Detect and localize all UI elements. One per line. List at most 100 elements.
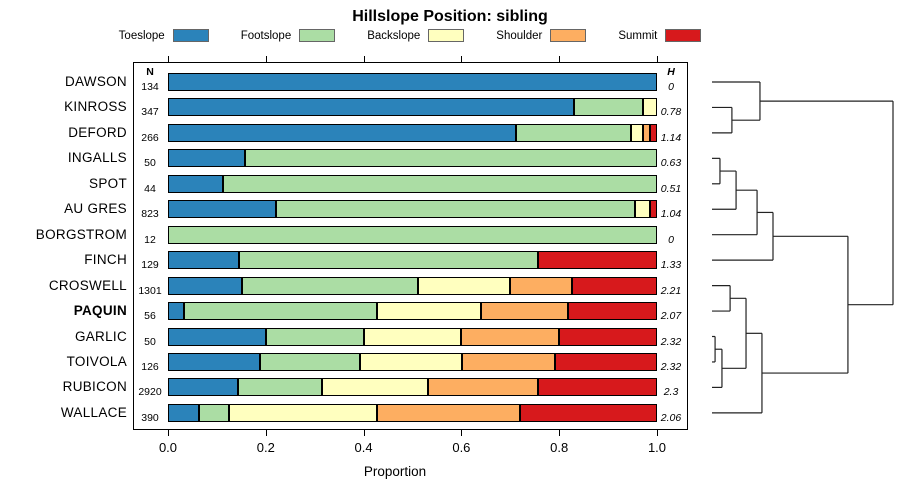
bar-segment-footslope bbox=[184, 302, 377, 321]
row-label: KINROSS bbox=[64, 99, 127, 115]
bar-segment-backslope bbox=[360, 352, 462, 371]
row-n-value: 44 bbox=[144, 182, 156, 195]
bar-segment-summit bbox=[571, 276, 657, 295]
bar-segment-backslope bbox=[376, 302, 481, 321]
bar-segment-toeslope bbox=[168, 352, 260, 371]
axis-tick-label: 0.8 bbox=[550, 440, 569, 455]
bar-segment-toeslope bbox=[168, 276, 242, 295]
bar-segment-summit bbox=[650, 200, 657, 219]
x-axis-label: Proportion bbox=[363, 464, 427, 479]
row-h-value: 2.32 bbox=[660, 335, 682, 348]
row-n-value: 2920 bbox=[138, 386, 162, 399]
row-n-value: 50 bbox=[144, 335, 156, 348]
stacked-bar bbox=[168, 73, 657, 91]
axis-tick bbox=[461, 430, 463, 436]
legend-swatch-toeslope bbox=[172, 29, 209, 42]
row-h-value: 2.06 bbox=[660, 411, 682, 424]
legend-item: Footslope bbox=[241, 29, 336, 42]
bar-segment-toeslope bbox=[168, 251, 239, 270]
row-label: TOIVOLA bbox=[66, 353, 127, 369]
row-h-value: 2.32 bbox=[660, 360, 682, 373]
stacked-bar bbox=[168, 251, 657, 270]
bar-segment-footslope bbox=[198, 403, 230, 422]
bar-segment-footslope bbox=[222, 174, 657, 193]
row-n-value: 126 bbox=[141, 360, 159, 373]
bar-segment-backslope bbox=[229, 403, 377, 422]
stacked-bar bbox=[168, 302, 657, 321]
axis-tick bbox=[363, 430, 365, 436]
row-h-value: 0 bbox=[668, 233, 674, 246]
stacked-bar bbox=[168, 200, 657, 219]
axis-tick-label: 0.6 bbox=[452, 440, 471, 455]
row-label: DAWSON bbox=[64, 74, 127, 89]
bar-segment-toeslope bbox=[168, 123, 517, 142]
row-h-value: 0.63 bbox=[660, 157, 682, 170]
plot-area bbox=[133, 62, 688, 430]
axis-tick-label: 0.2 bbox=[256, 440, 275, 455]
bar-segment-shoulder bbox=[642, 123, 651, 142]
row-h-value: 0.51 bbox=[660, 182, 682, 195]
row-label: FINCH bbox=[84, 252, 127, 268]
bar-segment-backslope bbox=[363, 327, 462, 346]
legend-swatch-summit bbox=[665, 29, 702, 42]
row-label: PAQUIN bbox=[73, 303, 127, 319]
row-n-value: 129 bbox=[141, 259, 159, 272]
axis-tick bbox=[168, 430, 169, 436]
legend-label: Summit bbox=[618, 29, 658, 42]
bar-segment-backslope bbox=[417, 276, 510, 295]
axis-tick-label: 0.0 bbox=[158, 440, 178, 455]
stacked-bar bbox=[168, 174, 657, 193]
bar-segment-backslope bbox=[634, 200, 651, 219]
bar-segment-footslope bbox=[259, 352, 361, 371]
legend-label: Backslope bbox=[367, 29, 421, 42]
bar-segment-toeslope bbox=[168, 174, 223, 193]
row-n-value: 1301 bbox=[138, 284, 162, 297]
bar-segment-toeslope bbox=[168, 378, 238, 397]
row-n-value: 134 bbox=[141, 81, 159, 93]
legend-label: Toeslope bbox=[118, 29, 165, 42]
row-n-value: 12 bbox=[144, 233, 156, 246]
row-label: BORGSTROM bbox=[35, 226, 127, 242]
row-h-value: 1.14 bbox=[660, 131, 682, 144]
row-h-value: 2.3 bbox=[663, 386, 679, 399]
row-n-value: 50 bbox=[144, 157, 156, 170]
row-label: CROSWELL bbox=[48, 277, 127, 293]
row-label: GARLIC bbox=[74, 328, 127, 344]
chart-title: Hillslope Position: sibling bbox=[352, 8, 548, 25]
stacked-bar bbox=[168, 403, 657, 422]
stacked-bar bbox=[168, 327, 657, 346]
bar-segment-summit bbox=[554, 352, 657, 371]
axis-tick bbox=[657, 56, 658, 62]
bar-segment-footslope bbox=[265, 327, 364, 346]
stacked-bar bbox=[168, 378, 657, 397]
axis-tick bbox=[657, 430, 658, 436]
bar-segment-toeslope bbox=[168, 98, 574, 117]
row-h-value: 0.78 bbox=[660, 106, 682, 119]
bar-segment-toeslope bbox=[168, 200, 277, 219]
row-label: SPOT bbox=[89, 175, 127, 191]
stacked-bar bbox=[168, 123, 657, 142]
axis-tick bbox=[265, 430, 267, 436]
stacked-bar bbox=[168, 352, 657, 371]
bar-segment-footslope bbox=[241, 276, 418, 295]
legend: Toeslope Footslope Backslope Shoulder Summit bbox=[0, 29, 820, 42]
bar-segment-toeslope bbox=[168, 327, 266, 346]
row-n-value: 347 bbox=[141, 106, 159, 119]
dendrogram bbox=[712, 81, 894, 414]
bar-segment-toeslope bbox=[168, 73, 657, 91]
h-column-header: H bbox=[667, 66, 675, 78]
stacked-bar bbox=[168, 149, 657, 168]
bar-segment-summit bbox=[559, 327, 657, 346]
bar-segment-footslope bbox=[573, 98, 643, 117]
row-h-value: 0 bbox=[668, 81, 674, 93]
n-column-header: N bbox=[146, 66, 154, 78]
axis-tick-label: 0.4 bbox=[354, 440, 373, 455]
bar-segment-summit bbox=[520, 403, 657, 422]
axis-tick bbox=[265, 56, 267, 62]
bar-segment-toeslope bbox=[168, 302, 185, 321]
row-n-value: 56 bbox=[144, 310, 156, 323]
bar-segment-footslope bbox=[238, 251, 539, 270]
legend-label: Shoulder bbox=[496, 29, 543, 42]
stacked-bar bbox=[168, 225, 657, 244]
